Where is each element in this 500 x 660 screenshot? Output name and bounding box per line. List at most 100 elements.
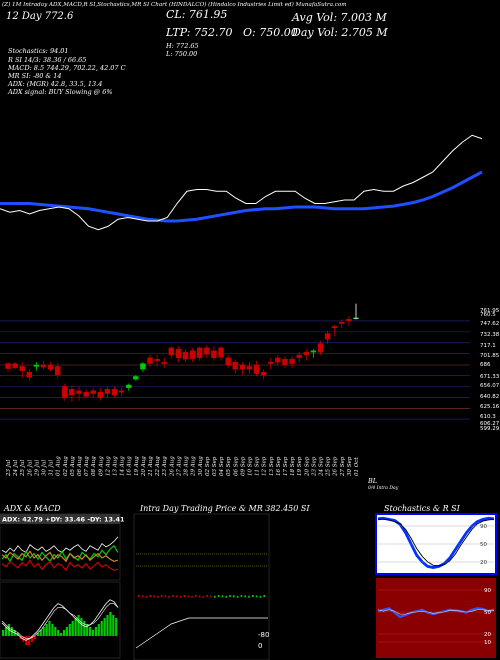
price-axis-label: 640.82	[480, 394, 499, 400]
intra-dot	[263, 595, 265, 597]
date-label: 25 Sep	[326, 456, 332, 477]
date-label: 02 Sep	[205, 456, 211, 476]
date-label: 30 Jul	[42, 460, 48, 476]
candle-body	[40, 364, 47, 368]
macd-histogram-bar	[42, 627, 45, 636]
date-label: 08 Aug	[91, 456, 97, 476]
date-label: 24 Jul	[13, 460, 19, 477]
date-label: 02 Aug	[63, 456, 69, 476]
date-label: 06 Sep	[233, 456, 239, 476]
macd-histogram-bar	[60, 633, 63, 636]
open-price: O: 750.00	[243, 26, 298, 39]
rsi-info: R SI 14/3: 38.36 / 66.65	[8, 56, 87, 64]
header-line: (Z) 1M Intraday ADX,MACD,R SI,Stochastic…	[2, 2, 347, 8]
candle-body	[239, 364, 246, 370]
price-axis-label: 625.16	[480, 404, 500, 410]
candle-body	[197, 347, 203, 359]
close-price: CL: 761.95	[166, 8, 228, 21]
price-axis-label: 686	[480, 362, 491, 368]
macd-histogram-bar	[106, 615, 109, 636]
candle-body	[140, 363, 146, 370]
candle-body	[83, 391, 89, 397]
intra-dot	[236, 595, 239, 598]
macd-histogram-bar	[54, 627, 57, 636]
candle-body	[260, 371, 267, 376]
date-label: 01 Oct	[354, 457, 360, 476]
intra-dot	[229, 595, 231, 597]
ltp-price: LTP: 752.70	[166, 26, 233, 39]
intra-dot	[172, 595, 174, 597]
price-axis-label: 671.33	[480, 374, 500, 380]
date-label: 23 Jul	[6, 460, 12, 477]
date-label: 20 Sep	[304, 456, 310, 477]
rsi-tick-label: 90	[484, 588, 491, 594]
date-label: 19 Aug	[134, 456, 140, 476]
candle-body	[175, 349, 182, 359]
adx-signal: ADX signal: BUY Slowing @ 6%	[8, 88, 113, 96]
macd-panel-frame	[0, 581, 121, 659]
candle-body	[353, 317, 359, 320]
macd-histogram-bar	[57, 630, 60, 636]
date-label: 26 Sep	[333, 456, 339, 477]
candle-body	[90, 390, 96, 394]
date-label: 24 Sep	[318, 456, 324, 477]
candle-body	[331, 326, 338, 329]
rsi-panel-frame	[376, 578, 496, 658]
day-sub: 0/4 Intra Day	[368, 486, 399, 491]
date-label: 27 Sep	[340, 456, 346, 477]
intraday-panel-frame	[133, 513, 270, 660]
stochastic-d-line	[378, 518, 495, 567]
date-label: 03 Sep	[212, 456, 218, 476]
intra-dot	[214, 595, 216, 598]
date-label: 09 Aug	[98, 456, 104, 476]
macd-histogram-bar	[83, 621, 86, 636]
macd-histogram-bar	[31, 636, 34, 642]
date-label: 12 Sep	[262, 456, 268, 476]
macd-histogram-bar	[2, 630, 5, 636]
intra-dot	[206, 595, 208, 597]
candle-body	[5, 363, 11, 369]
candle-body	[275, 357, 281, 363]
intra-dot	[195, 595, 197, 597]
tagline: 12 Day 772.6	[6, 11, 74, 22]
intra-dot	[183, 595, 186, 597]
stoch-panel-title: Stochastics & R SI	[384, 504, 460, 513]
date-label: 12 Aug	[105, 456, 111, 476]
candle-body	[147, 357, 153, 364]
candle-body	[33, 364, 40, 367]
date-label: 13 Aug	[113, 456, 119, 476]
macd-line	[1, 599, 119, 641]
rsi-tick-label: 20	[484, 632, 491, 638]
macd-histogram-bar	[28, 636, 31, 645]
date-label: 17 Sep	[283, 456, 289, 476]
intra-dot	[198, 595, 201, 598]
candle-body	[126, 384, 132, 389]
intra-dot	[248, 595, 250, 598]
macd-histogram-bar	[51, 624, 54, 636]
minus-di-line	[1, 559, 119, 572]
avg-volume: Avg Vol: 7.003 M	[292, 11, 387, 24]
macd-histogram-bar	[77, 615, 80, 636]
macd-histogram-bar	[86, 624, 89, 636]
low-price: L: 750.00	[166, 50, 198, 58]
candle-body	[133, 376, 139, 380]
date-label: 27 Aug	[176, 456, 182, 477]
intra-dot	[141, 595, 144, 598]
adx-info: ADX: (MGR) 42.8, 33.5, 13.4	[8, 80, 103, 88]
candle-body	[12, 363, 18, 369]
rsi-line	[377, 607, 495, 619]
macd-histogram-bar	[45, 624, 48, 636]
mr-line	[135, 617, 268, 649]
candle-body	[204, 347, 210, 355]
intra-dot	[233, 595, 235, 598]
date-label: 28 Aug	[184, 456, 190, 477]
adx-line	[1, 536, 119, 553]
date-label: 23 Sep	[311, 456, 317, 477]
stoch-info: Stochastics: 94.01	[8, 47, 69, 55]
macd-histogram-bar	[65, 627, 68, 636]
date-label: 19 Sep	[297, 456, 303, 476]
date-label: 11 Sep	[255, 456, 261, 476]
stoch-tick-label: 50	[480, 542, 487, 548]
price-axis-label: 717.1	[480, 343, 496, 349]
date-label: 05 Aug	[70, 456, 76, 476]
